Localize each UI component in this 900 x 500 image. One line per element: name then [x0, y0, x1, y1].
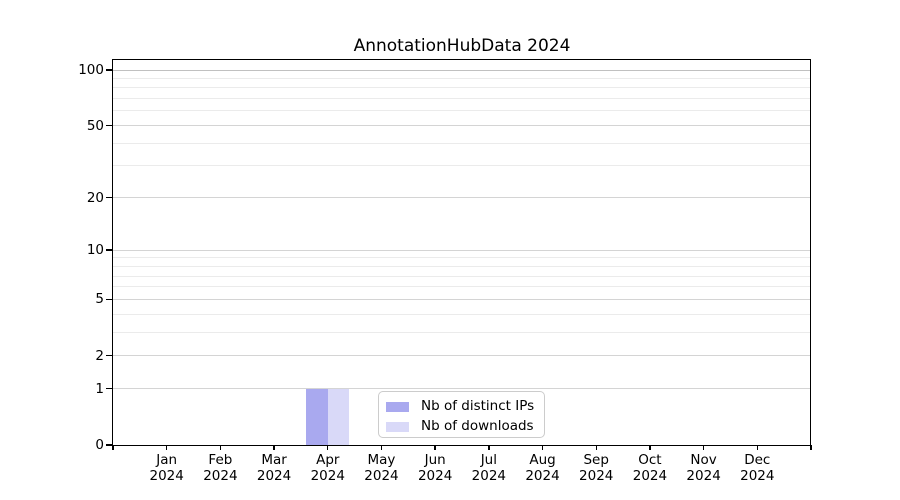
x-tick-label: Jun 2024 — [417, 452, 453, 484]
y-tick-mark — [106, 298, 113, 301]
y-major-gridline — [113, 197, 811, 199]
y-tick-mark — [106, 387, 113, 390]
y-tick-label: 0 — [95, 437, 104, 453]
y-minor-gridline — [113, 110, 811, 112]
y-tick-mark — [106, 196, 113, 199]
y-tick-label: 50 — [86, 117, 104, 134]
y-minor-gridline — [113, 98, 811, 100]
x-tick-mark — [541, 445, 544, 450]
x-tick-label: Dec 2024 — [740, 452, 775, 484]
y-minor-gridline — [113, 331, 811, 333]
chart-title: AnnotationHubData 2024 — [353, 36, 571, 56]
y-tick-mark — [106, 444, 113, 446]
y-minor-gridline — [113, 165, 811, 167]
x-tick-mark — [219, 445, 222, 450]
x-edge-tick-mark — [810, 445, 812, 450]
x-tick-label: May 2024 — [364, 452, 399, 484]
x-tick-mark — [165, 445, 168, 450]
y-tick-mark — [106, 124, 113, 127]
y-minor-gridline — [113, 275, 811, 277]
y-major-gridline — [113, 125, 811, 127]
bar-downloads — [327, 388, 350, 445]
x-tick-label: Apr 2024 — [310, 452, 345, 484]
y-minor-gridline — [113, 87, 811, 89]
x-tick-mark — [595, 445, 597, 450]
legend-swatch-downloads — [386, 421, 409, 432]
x-tick-label: Nov 2024 — [686, 452, 721, 484]
y-minor-gridline — [113, 77, 811, 79]
y-tick-label: 100 — [78, 62, 104, 78]
x-tick-mark — [327, 445, 329, 450]
x-tick-mark — [649, 445, 651, 450]
x-tick-label: Mar 2024 — [256, 452, 292, 484]
y-tick-label: 10 — [86, 242, 104, 259]
y-tick-label: 2 — [95, 347, 104, 364]
y-tick-mark — [106, 69, 113, 71]
x-tick-label: Aug 2024 — [525, 452, 560, 484]
legend-label: Nb of distinct IPs — [421, 398, 535, 414]
x-tick-label: Jan 2024 — [149, 452, 184, 484]
y-minor-gridline — [113, 142, 811, 144]
legend-entry-distinct-ips: Nb of distinct IPs — [386, 398, 544, 415]
x-tick-mark — [756, 445, 758, 450]
y-tick-mark — [106, 249, 113, 251]
legend-entry-downloads: Nb of downloads — [386, 418, 544, 435]
legend-swatch-distinct-ips — [386, 401, 409, 412]
x-tick-mark — [380, 445, 383, 450]
x-tick-label: Feb 2024 — [203, 452, 238, 484]
x-tick-mark — [434, 445, 436, 450]
x-tick-label: Sep 2024 — [579, 452, 614, 484]
y-minor-gridline — [113, 313, 811, 315]
x-tick-mark — [273, 445, 275, 450]
y-major-gridline — [113, 249, 811, 251]
x-tick-mark — [488, 445, 490, 450]
y-minor-gridline — [113, 265, 811, 267]
y-tick-label: 1 — [95, 380, 104, 397]
y-tick-label: 5 — [95, 291, 104, 308]
x-tick-mark — [702, 445, 705, 450]
y-tick-label: 20 — [86, 189, 104, 206]
y-major-gridline — [113, 298, 811, 300]
legend-label: Nb of downloads — [421, 418, 534, 434]
y-minor-gridline — [113, 286, 811, 288]
bar-distinct-ips — [306, 388, 328, 445]
x-tick-label: Jul 2024 — [471, 452, 507, 484]
y-minor-gridline — [113, 257, 811, 259]
y-major-gridline — [113, 388, 811, 390]
y-tick-mark — [106, 355, 113, 357]
legend: Nb of distinct IPs Nb of downloads — [378, 391, 545, 438]
y-major-gridline — [113, 355, 811, 357]
x-edge-tick-mark — [112, 445, 114, 450]
y-major-gridline — [113, 69, 811, 71]
x-tick-label: Oct 2024 — [632, 452, 668, 484]
